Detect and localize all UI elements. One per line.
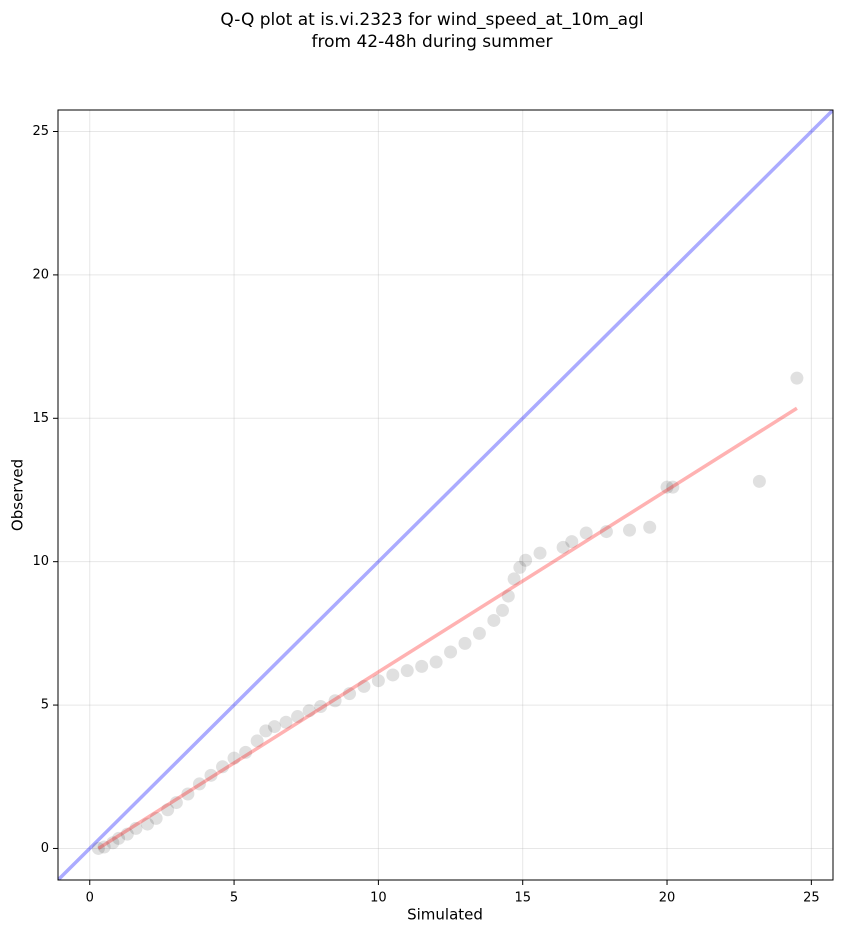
grid-layer: 0 5 10 15 20 25 0 5 10 15 20 25 <box>32 110 833 906</box>
point <box>291 710 305 724</box>
point <box>513 560 527 574</box>
x-tick-label: 10 <box>370 891 387 906</box>
point <box>666 480 680 494</box>
point <box>259 724 273 738</box>
point <box>204 768 218 782</box>
point <box>279 715 293 729</box>
chart-subtitle: from 42-48h during summer <box>312 32 553 52</box>
point <box>752 474 766 488</box>
x-tick-label: 25 <box>803 891 820 906</box>
plot-frame <box>57 109 834 881</box>
y-tick-label: 25 <box>32 124 49 139</box>
point <box>91 841 105 855</box>
point <box>140 817 154 831</box>
point <box>579 526 593 540</box>
point <box>643 520 657 534</box>
point <box>487 613 501 627</box>
point <box>507 572 521 586</box>
point <box>149 811 163 825</box>
point <box>519 553 533 567</box>
point <box>120 827 134 841</box>
point <box>501 589 515 603</box>
x-tick-label: 15 <box>514 891 531 906</box>
point <box>556 540 570 554</box>
point <box>458 636 472 650</box>
point <box>343 687 357 701</box>
point <box>429 655 443 669</box>
point <box>386 668 400 682</box>
point <box>106 836 120 850</box>
x-axis-label: Simulated <box>407 906 483 924</box>
plot-area <box>58 110 833 880</box>
point <box>496 603 510 617</box>
y-tick-label: 15 <box>32 411 49 426</box>
point <box>623 523 637 537</box>
point <box>400 664 414 678</box>
point <box>169 796 183 810</box>
point <box>302 704 316 718</box>
y-tick-label: 0 <box>41 841 49 856</box>
y-tick-label: 5 <box>41 698 49 713</box>
point <box>267 720 281 734</box>
point <box>112 831 126 845</box>
point <box>239 745 253 759</box>
x-tick-label: 0 <box>86 891 94 906</box>
point <box>371 674 385 688</box>
point <box>415 659 429 673</box>
point <box>790 371 804 385</box>
point <box>250 734 264 748</box>
point <box>97 840 111 854</box>
point <box>216 760 230 774</box>
point <box>599 525 613 539</box>
point <box>357 679 371 693</box>
point <box>129 821 143 835</box>
chart-title: Q-Q plot at is.vi.2323 for wind_speed_at… <box>220 10 643 30</box>
identity-line <box>58 110 833 880</box>
point <box>161 803 175 817</box>
point <box>533 546 547 560</box>
point <box>328 694 342 708</box>
point <box>660 480 674 494</box>
point <box>181 787 195 801</box>
point <box>314 699 328 713</box>
y-tick-label: 10 <box>32 554 49 569</box>
y-axis-label: Observed <box>9 459 27 531</box>
point <box>444 645 458 659</box>
x-tick-label: 20 <box>659 891 676 906</box>
point <box>227 751 241 765</box>
point <box>192 777 206 791</box>
fit-line <box>97 406 798 850</box>
point <box>565 535 579 549</box>
x-tick-label: 5 <box>230 891 238 906</box>
y-tick-label: 20 <box>32 267 49 282</box>
point <box>472 626 486 640</box>
